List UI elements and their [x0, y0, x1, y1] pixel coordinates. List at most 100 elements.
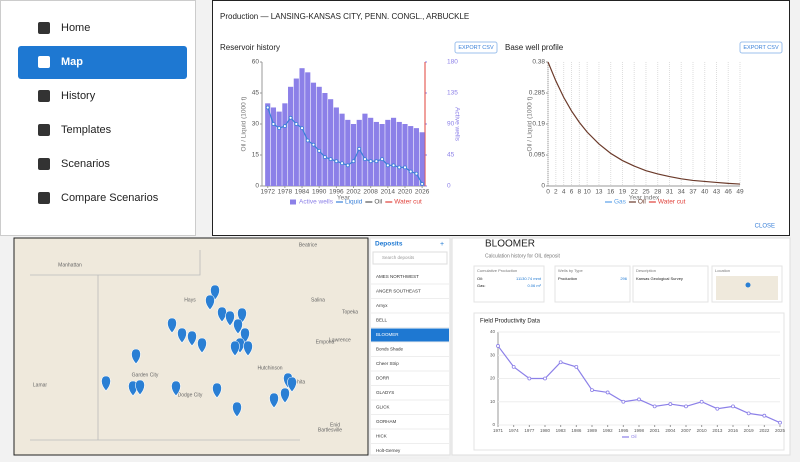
- map-marker[interactable]: [101, 375, 111, 392]
- card-value: 296: [620, 276, 627, 281]
- x-tick-label: 2004: [665, 428, 676, 433]
- map-marker[interactable]: [205, 294, 215, 311]
- y2-tick-label: 180: [447, 59, 458, 66]
- bar: [368, 117, 374, 186]
- legend-label: Oil: [631, 434, 637, 439]
- x-tick-label: 1980: [540, 428, 551, 433]
- bar: [419, 132, 425, 186]
- map-marker[interactable]: [135, 379, 145, 396]
- map-marker[interactable]: [243, 340, 253, 357]
- map-place: Hays: [184, 297, 196, 303]
- nav-item[interactable]: Home: [61, 22, 90, 34]
- bar: [390, 117, 397, 186]
- point: [527, 376, 532, 381]
- bar: [362, 113, 368, 186]
- nav-item[interactable]: History: [61, 90, 96, 102]
- point: [511, 364, 516, 369]
- x-tick-label: 28: [654, 189, 662, 196]
- map-marker[interactable]: [177, 327, 187, 344]
- bar: [288, 86, 294, 186]
- deposit-item[interactable]: BLOOMER: [376, 332, 399, 337]
- nav-item[interactable]: Scenarios: [61, 158, 110, 170]
- map-marker[interactable]: [187, 330, 197, 347]
- export-label: EXPORT CSV: [743, 45, 779, 51]
- close-button[interactable]: CLOSE: [755, 224, 775, 230]
- deposit-item[interactable]: Holt-Gerney: [376, 448, 401, 453]
- map-place: Dodge City: [178, 392, 203, 398]
- y-tick-label: 30: [490, 352, 496, 357]
- deposit-subtitle: Calculation history for OIL deposit: [485, 253, 560, 259]
- map-marker[interactable]: [269, 392, 279, 409]
- point: [357, 146, 362, 151]
- deposit-item[interactable]: AMES NORTHWEST: [376, 274, 419, 279]
- point: [715, 406, 720, 411]
- map-marker[interactable]: [171, 380, 181, 397]
- map-place: Lamar: [33, 382, 48, 388]
- bar: [385, 119, 391, 186]
- deposit-item[interactable]: GLADYS: [376, 390, 394, 395]
- nav-item[interactable]: Compare Scenarios: [61, 192, 159, 204]
- point: [778, 420, 782, 425]
- point: [558, 360, 563, 365]
- chart-card: [473, 312, 785, 451]
- card-value: Gas:: [477, 283, 485, 288]
- export-button[interactable]: [454, 41, 498, 54]
- bar: [373, 121, 379, 186]
- point: [731, 404, 735, 409]
- point: [265, 105, 270, 110]
- x-tick-label: 2007: [681, 428, 692, 433]
- x-tick-label: 4: [562, 189, 566, 196]
- y2-tick-label: 0: [447, 183, 451, 190]
- point: [334, 159, 339, 164]
- nav-item[interactable]: Templates: [61, 124, 112, 136]
- series-line: [547, 61, 741, 185]
- map-marker[interactable]: [232, 401, 242, 418]
- deposit-item[interactable]: BELL: [376, 318, 388, 323]
- x-tick-label: 6: [570, 189, 574, 196]
- card-value: Production: [558, 276, 577, 281]
- deposit-item[interactable]: Cheer Strip: [376, 361, 399, 366]
- info-card: [632, 265, 709, 303]
- x-tick-label: 1989: [587, 428, 598, 433]
- export-button[interactable]: [739, 41, 783, 54]
- deposit-item[interactable]: DORR: [376, 376, 390, 381]
- deposit-item[interactable]: Arnyx: [376, 303, 388, 308]
- deposit-item[interactable]: HICK: [376, 434, 387, 439]
- deposit-item[interactable]: Bonds Shade: [376, 347, 404, 352]
- x-tick-label: 2: [554, 189, 558, 196]
- chart-title: Base well profile: [505, 43, 564, 52]
- bar: [270, 107, 277, 186]
- map-marker[interactable]: [225, 310, 235, 327]
- point: [271, 122, 276, 126]
- map-marker[interactable]: [230, 340, 240, 357]
- add-button[interactable]: +: [440, 241, 444, 248]
- map-marker[interactable]: [167, 317, 177, 334]
- x-tick-label: 1971: [493, 428, 504, 433]
- map-marker[interactable]: [287, 376, 297, 393]
- map[interactable]: [13, 237, 369, 456]
- x-tick-label: 46: [725, 189, 733, 196]
- x-tick-label: 34: [678, 189, 686, 196]
- x-tick-label: 10: [584, 189, 592, 196]
- x-tick-label: 8: [578, 189, 582, 196]
- point: [363, 157, 367, 162]
- x-tick-label: 16: [607, 189, 615, 196]
- y-tick-label: 0: [541, 183, 545, 190]
- map-marker[interactable]: [233, 318, 243, 335]
- deposit-item[interactable]: GORHAM: [376, 419, 397, 424]
- map-marker[interactable]: [197, 337, 207, 354]
- bar: [379, 124, 385, 186]
- map-marker[interactable]: [280, 387, 290, 404]
- map-marker[interactable]: [131, 348, 141, 365]
- y-tick-label: 45: [252, 90, 260, 97]
- nav-item[interactable]: Map: [61, 56, 83, 68]
- x-tick-label: 1986: [571, 428, 582, 433]
- deposit-item[interactable]: GLICK: [376, 405, 390, 410]
- map-marker[interactable]: [212, 382, 222, 399]
- x-tick-label: 2001: [650, 428, 661, 433]
- deposit-item[interactable]: ANGER SOUTHEAST: [376, 289, 421, 294]
- point: [385, 163, 390, 168]
- card-label: Cumulative Production: [477, 268, 517, 273]
- search-box[interactable]: [372, 251, 448, 265]
- x-tick-label: 1992: [603, 428, 614, 433]
